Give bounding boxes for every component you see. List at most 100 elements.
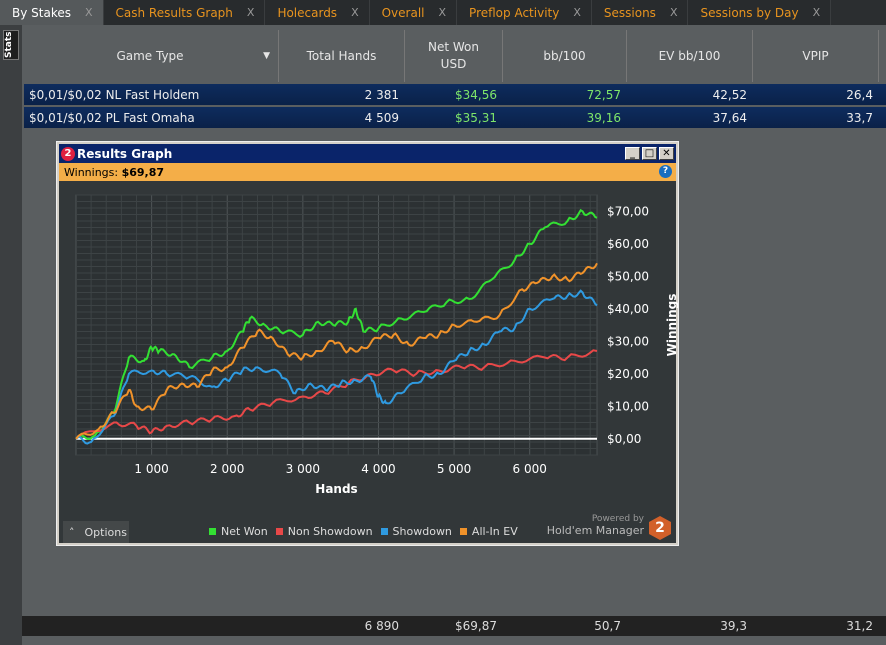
y-axis-label: Winnings <box>665 294 678 357</box>
legend-swatch <box>209 528 216 535</box>
column-net-won[interactable]: Net Won USD <box>405 30 503 82</box>
tab-cash-results-graph[interactable]: Cash Results Graph X <box>103 0 266 25</box>
column-total-hands[interactable]: Total Hands <box>279 30 405 82</box>
tab-holecards[interactable]: Holecards X <box>265 0 370 25</box>
table-cell: 39,16 <box>586 110 621 125</box>
hm2-logo-icon: 2 <box>649 516 671 540</box>
table-cell: 4 509 <box>364 110 399 125</box>
sidebar <box>0 25 22 645</box>
window-title: Results Graph <box>77 146 173 161</box>
table-cell: $35,31 <box>455 110 497 125</box>
totals-row: 6 890 $69,87 50,7 39,3 31,2 <box>22 616 886 636</box>
table-cell: $34,56 <box>455 87 497 102</box>
close-tab-icon[interactable]: X <box>438 6 447 19</box>
tab-label: Preflop Activity <box>469 5 560 20</box>
y-tick-label: $50,00 <box>607 269 649 283</box>
options-label: Options <box>84 525 127 539</box>
winnings-bar: Winnings: $69,87 ? <box>59 163 676 181</box>
total-cell: 39,3 <box>720 619 747 633</box>
column-ev-bb100[interactable]: EV bb/100 <box>627 30 753 82</box>
total-cell: 31,2 <box>846 619 873 633</box>
maximize-button[interactable]: □ <box>642 147 657 160</box>
table-row[interactable]: $0,01/$0,02 PL Fast Omaha 4 509 $35,31 39,1… <box>24 107 886 128</box>
legend-item[interactable]: Showdown <box>380 525 452 538</box>
close-tab-icon[interactable]: X <box>84 6 93 19</box>
table-cell: 72,57 <box>586 87 621 102</box>
x-axis-label: Hands <box>315 482 357 496</box>
y-tick-label: $0,00 <box>607 432 641 446</box>
table-cell: 42,52 <box>712 87 747 102</box>
x-tick-label: 2 000 <box>210 462 244 476</box>
legend-label: All-In EV <box>471 525 518 538</box>
powered-by-label: Powered by <box>591 514 644 524</box>
column-game-type[interactable]: Game Type ▼ <box>22 30 279 82</box>
options-button[interactable]: ˄ Options <box>63 521 129 543</box>
legend-item[interactable]: Non Showdown <box>275 525 373 538</box>
tab-sessions-by-day[interactable]: Sessions by Day X <box>688 0 832 25</box>
close-tab-icon[interactable]: X <box>669 6 678 19</box>
results-graph-window: 2 Results Graph _ □ ✕ Winnings: $69,87 ?… <box>56 141 679 546</box>
series-line-non-showdown <box>75 349 598 440</box>
close-tab-icon[interactable]: X <box>246 6 255 19</box>
minimize-button[interactable]: _ <box>625 147 640 160</box>
close-tab-icon[interactable]: X <box>351 6 359 19</box>
tab-by-stakes[interactable]: By Stakes X <box>0 0 104 25</box>
brand-name: Hold'em Manager <box>546 524 644 537</box>
x-tick-label: 1 000 <box>134 462 168 476</box>
table-cell: 2 381 <box>364 87 399 102</box>
stats-toggle[interactable]: Stats <box>3 30 19 60</box>
table-cell: $0,01/$0,02 NL Fast Holdem <box>29 87 200 102</box>
table-cell: 37,64 <box>712 110 747 125</box>
table-cell: $0,01/$0,02 PL Fast Omaha <box>29 110 195 125</box>
x-tick-label: 6 000 <box>513 462 547 476</box>
help-icon[interactable]: ? <box>659 165 672 178</box>
legend-swatch <box>275 528 283 535</box>
y-tick-label: $30,00 <box>607 334 649 348</box>
legend-label: Non Showdown <box>287 525 373 538</box>
tab-label: Holecards <box>277 5 338 20</box>
sort-dropdown-icon[interactable]: ▼ <box>263 50 270 61</box>
tab-sessions[interactable]: Sessions X <box>591 0 689 25</box>
tab-label: By Stakes <box>12 5 71 20</box>
winnings-label: Winnings: <box>64 165 119 179</box>
column-bb100[interactable]: bb/100 <box>503 30 627 82</box>
y-tick-label: $70,00 <box>607 204 649 218</box>
chevron-up-icon: ˄ <box>69 525 75 539</box>
legend-item[interactable]: Net Won <box>209 525 268 538</box>
chart-area: 1 000 2 000 3 000 4 000 5 000 6 000 $0,00 $10,0… <box>59 181 679 543</box>
y-tick-label: $20,00 <box>607 367 649 381</box>
tab-overall[interactable]: Overall X <box>369 0 458 25</box>
tab-label: Cash Results Graph <box>115 5 233 20</box>
tab-label: Sessions <box>603 5 656 20</box>
total-cell: 50,7 <box>594 619 621 633</box>
table-header: Game Type ▼ Total Hands Net Won USD bb/10… <box>22 30 886 82</box>
window-titlebar[interactable]: 2 Results Graph _ □ ✕ <box>59 144 676 163</box>
column-label: Game Type <box>116 48 184 63</box>
close-tab-icon[interactable]: X <box>573 6 581 19</box>
close-tab-icon[interactable]: X <box>812 6 821 19</box>
close-button[interactable]: ✕ <box>659 147 674 160</box>
legend-item[interactable]: All-In EV <box>459 525 518 538</box>
y-tick-label: $60,00 <box>607 237 649 251</box>
legend-swatch <box>380 528 388 535</box>
tab-label: Overall <box>381 5 425 20</box>
series-line-showdown <box>75 289 598 445</box>
legend-label: Net Won <box>221 525 268 538</box>
tab-preflop-activity[interactable]: Preflop Activity X <box>457 0 592 25</box>
y-tick-label: $40,00 <box>607 302 649 316</box>
table-cell: 33,7 <box>846 110 873 125</box>
chart-legend: Net Won Non Showdown Showdown All-In EV <box>209 525 518 538</box>
x-tick-label: 3 000 <box>286 462 320 476</box>
tab-label: Sessions by Day <box>700 5 799 20</box>
powered-by: Powered by Hold'em Manager <box>547 512 644 537</box>
x-tick-label: 4 000 <box>361 462 395 476</box>
app-logo-icon: 2 <box>61 146 75 161</box>
series-line-all-in-ev <box>75 262 598 440</box>
series-line-net-won <box>75 208 598 441</box>
total-cell: 6 890 <box>364 619 399 633</box>
tab-bar: By Stakes X Cash Results Graph X Holecards X O… <box>0 0 886 25</box>
legend-swatch <box>459 528 467 535</box>
column-vpip[interactable]: VPIP <box>753 30 879 82</box>
table-row[interactable]: $0,01/$0,02 NL Fast Holdem 2 381 $34,56 72,… <box>24 84 886 105</box>
results-chart: 1 000 2 000 3 000 4 000 5 000 6 000 $0,00 $10,0… <box>75 194 679 496</box>
